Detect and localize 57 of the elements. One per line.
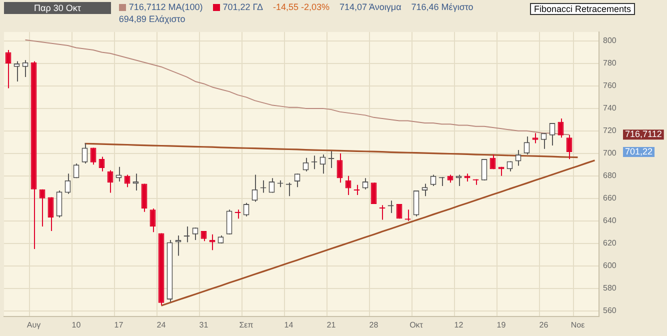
x-tick-label: Οκτ xyxy=(410,320,424,330)
candlestick xyxy=(48,196,54,232)
y-tick-label: 620 xyxy=(603,238,617,248)
text: 716,46 Μέγιστο xyxy=(411,2,474,12)
x-tick-label: Αυγ xyxy=(26,320,41,330)
x-tick-label: 31 xyxy=(199,320,209,330)
x-tick-label: 10 xyxy=(72,320,82,330)
x-tick-label: 17 xyxy=(114,320,124,330)
y-tick-label: 800 xyxy=(603,36,617,46)
text: 716,7112 xyxy=(625,129,662,140)
text: Fibonacci Retracements xyxy=(530,3,635,15)
candlestick xyxy=(56,190,62,218)
y-tick-label: 680 xyxy=(603,171,617,180)
candlestick xyxy=(294,173,300,188)
candlestick xyxy=(524,136,530,156)
candlestick xyxy=(515,150,522,166)
candlestick xyxy=(14,60,20,82)
candlestick xyxy=(124,174,130,188)
y-tick-label: 740 xyxy=(603,104,617,113)
y-tick-label: 600 xyxy=(603,261,617,270)
x-tick-label: Σεπ xyxy=(239,320,254,330)
text: 694,89 Ελάχιστο xyxy=(118,14,186,24)
candlestick xyxy=(532,132,538,144)
candlestick xyxy=(549,122,556,146)
y-tick-label: 760 xyxy=(603,81,617,90)
candlestick xyxy=(226,209,232,235)
x-tick-label: 14 xyxy=(284,320,294,330)
y-tick-label: 720 xyxy=(603,126,617,136)
x-tick-label: 19 xyxy=(496,320,506,330)
candlestick xyxy=(540,132,547,150)
candlestick xyxy=(192,227,198,240)
y-tick-label: 780 xyxy=(603,58,617,68)
y-tick-label: 700 xyxy=(603,148,617,158)
y-tick-label: 580 xyxy=(603,284,617,292)
candlestick xyxy=(132,173,139,191)
candlestick xyxy=(22,60,28,78)
candlestick xyxy=(345,175,352,196)
x-tick-label: Νοε xyxy=(570,320,586,330)
candlestick xyxy=(302,157,309,172)
chart-title: Παρ 30 Οκτ xyxy=(4,2,111,14)
candlestick xyxy=(362,178,368,190)
y-tick-label: 660 xyxy=(603,194,617,203)
legend-label: 701,22 ΓΔ xyxy=(222,2,263,12)
x-tick-label: 28 xyxy=(369,320,379,330)
text: -14,55 -2,03% xyxy=(272,2,330,12)
candlestick xyxy=(328,150,334,169)
candlestick xyxy=(422,183,428,197)
y-tick-label: 560 xyxy=(603,306,617,315)
candlestick xyxy=(5,49,12,89)
x-tick-label: 12 xyxy=(454,320,464,330)
y-tick-label: 640 xyxy=(603,216,617,226)
x-tick-label: 26 xyxy=(539,320,549,330)
legend-label: 716,7112 ΜΑ(100) xyxy=(128,2,203,12)
x-tick-label: 24 xyxy=(156,320,166,330)
x-tick-label: 21 xyxy=(326,320,336,330)
text: 701,22 xyxy=(625,146,653,157)
text: 714,07 Άνοιγμα xyxy=(340,2,402,12)
